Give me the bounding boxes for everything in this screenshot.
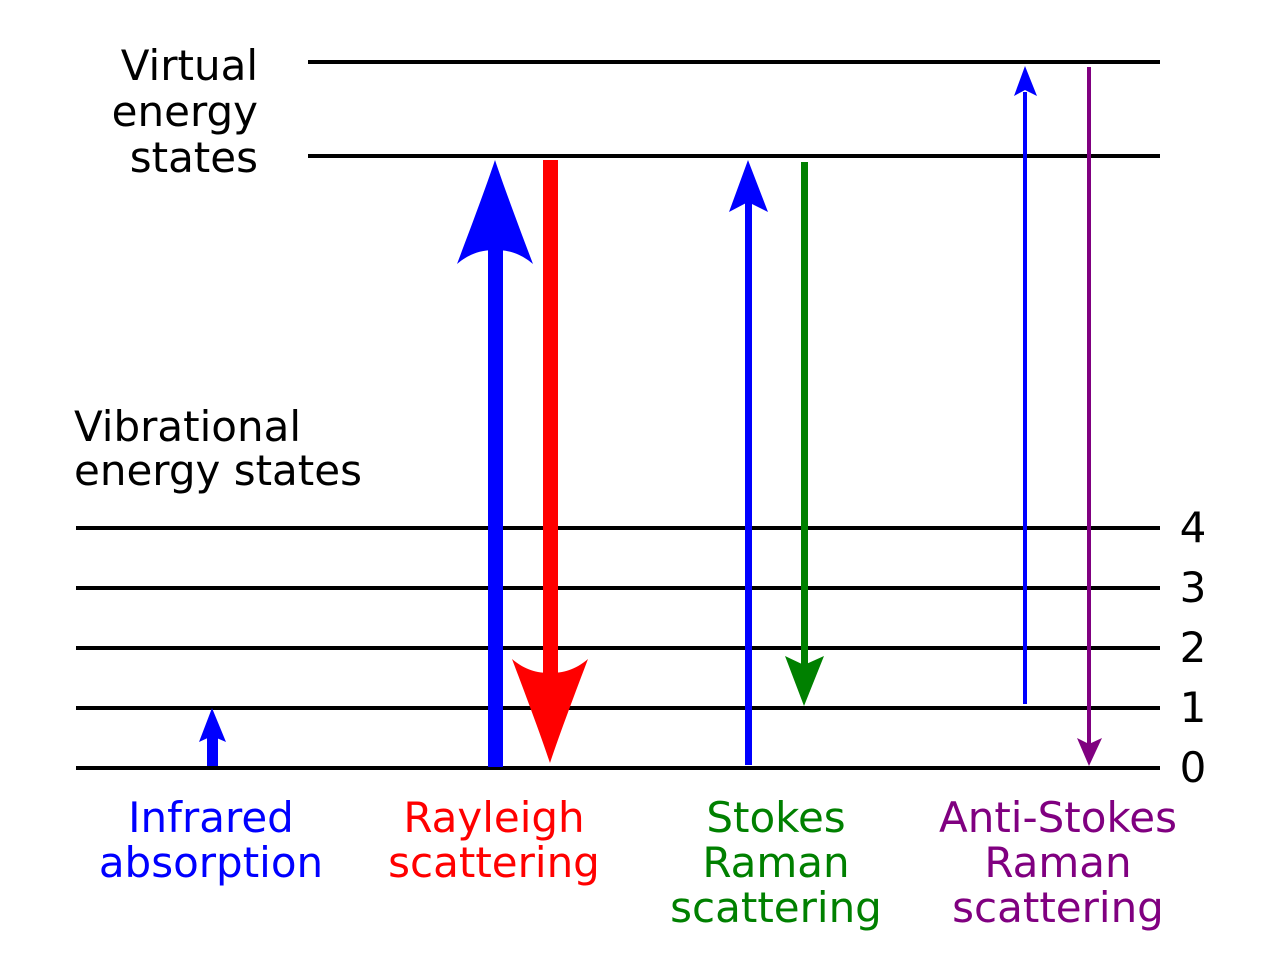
level-number-4: 4 [1180, 503, 1207, 552]
infrared-absorption-arrow [199, 708, 226, 766]
rayleigh-scattering-caption: Rayleigh scattering [388, 793, 600, 887]
level-number-3: 3 [1180, 563, 1207, 612]
infrared-absorption-caption: Infrared absorption [99, 793, 323, 887]
virtual-energy-states-label: Virtual energy states [112, 41, 258, 182]
infrared-caption-line-2: absorption [99, 838, 323, 887]
stokes-caption-line-3: scattering [670, 883, 882, 932]
vibrational-energy-states-label: Vibrational energy states [74, 402, 362, 495]
rayleigh-caption-line-2: scattering [388, 838, 600, 887]
stokes-caption-line-1: Stokes [706, 793, 845, 842]
vibrational-level-numbers: 4 3 2 1 0 [1180, 503, 1207, 792]
antistokes-excitation-arrow [1014, 66, 1037, 704]
rayleigh-excitation-arrow [457, 160, 533, 767]
antistokes-caption-line-2: Raman [984, 838, 1131, 887]
level-number-0: 0 [1180, 743, 1207, 792]
infrared-caption-line-1: Infrared [128, 793, 294, 842]
virtual-label-line-1: Virtual [121, 41, 258, 90]
level-number-2: 2 [1180, 623, 1207, 672]
antistokes-caption-line-1: Anti-Stokes [939, 793, 1177, 842]
antistokes-emission-arrow [1077, 67, 1102, 766]
vibrational-label-line-1: Vibrational [74, 402, 301, 451]
vibrational-label-line-2: energy states [74, 446, 362, 495]
virtual-label-line-3: states [130, 133, 258, 182]
stokes-caption-line-2: Raman [702, 838, 849, 887]
stokes-excitation-arrow [729, 160, 768, 765]
level-number-1: 1 [1180, 683, 1207, 732]
virtual-label-line-2: energy [112, 87, 258, 136]
stokes-raman-caption: Stokes Raman scattering [670, 793, 882, 932]
antistokes-raman-caption: Anti-Stokes Raman scattering [939, 793, 1177, 932]
rayleigh-caption-line-1: Rayleigh [403, 793, 584, 842]
antistokes-caption-line-3: scattering [952, 883, 1164, 932]
stokes-emission-arrow [785, 162, 824, 706]
rayleigh-emission-arrow [512, 160, 588, 763]
